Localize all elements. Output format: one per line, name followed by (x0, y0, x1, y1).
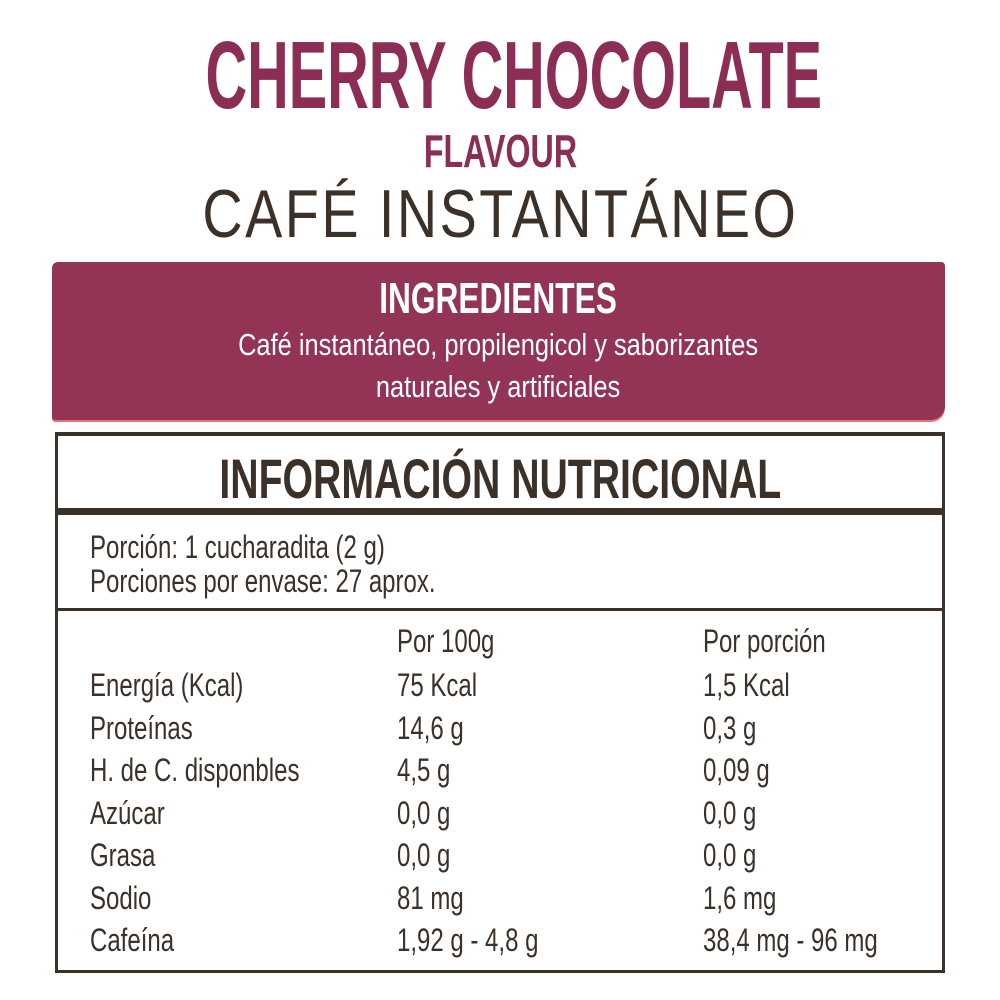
serving-size: Porción: 1 cucharadita (2 g) (90, 529, 385, 565)
ingredients-banner: INGREDIENTES Café instantáneo, propileng… (52, 262, 945, 420)
value-per-serving: 0,09 g (703, 752, 770, 788)
nutrient-name: Proteínas (90, 709, 193, 746)
ingredients-title: INGREDIENTES (379, 274, 618, 323)
value-per-serving: 0,0 g (703, 837, 757, 873)
column-header-per-100g: Por 100g (397, 623, 495, 659)
column-header-per-serving: Por porción (703, 623, 826, 659)
servings-per-container: Porciones por envase: 27 aprox. (90, 563, 436, 599)
value-per-serving: 0,0 g (703, 794, 757, 831)
nutrition-title: INFORMACIÓN NUTRICIONAL (219, 447, 781, 510)
nutrient-name: Sodio (90, 879, 152, 916)
value-per-100g: 0,0 g (397, 837, 451, 873)
flavour-label: FLAVOUR (423, 125, 577, 177)
nutrient-name: Cafeína (90, 922, 175, 958)
ingredients-line: naturales y artificiales (376, 369, 621, 404)
divider (58, 508, 942, 515)
value-per-100g: 0,0 g (397, 794, 451, 831)
value-per-serving: 0,3 g (703, 709, 757, 746)
value-per-100g: 14,6 g (397, 709, 464, 746)
product-title: CHERRY CHOCOLATE (205, 22, 823, 129)
value-per-serving: 1,5 Kcal (703, 667, 790, 703)
value-per-100g: 1,92 g - 4,8 g (397, 922, 539, 958)
nutrient-name: Grasa (90, 837, 156, 873)
value-per-serving: 38,4 mg - 96 mg (703, 922, 878, 958)
value-per-100g: 75 Kcal (397, 667, 478, 703)
value-per-100g: 81 mg (397, 879, 464, 916)
nutrition-table: INFORMACIÓN NUTRICIONAL Porción: 1 cucha… (55, 432, 945, 973)
nutrient-name: Energía (Kcal) (90, 667, 244, 703)
value-per-serving: 1,6 mg (703, 879, 777, 916)
divider (58, 608, 942, 611)
nutrient-name: H. de C. disponbles (90, 752, 300, 788)
value-per-100g: 4,5 g (397, 752, 451, 788)
ingredients-line: Café instantáneo, propilengicol y sabori… (238, 327, 759, 362)
nutrient-name: Azúcar (90, 794, 165, 831)
product-type: CAFÉ INSTANTÁNEO (202, 176, 798, 252)
